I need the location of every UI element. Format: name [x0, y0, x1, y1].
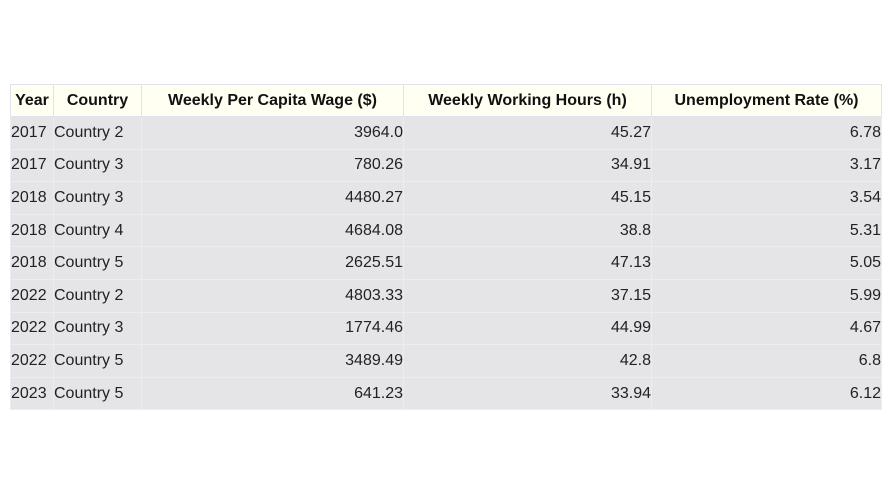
country-cell: Country 3 — [53, 148, 142, 183]
year-cell: 2022 — [10, 278, 54, 313]
hours-cell: 34.91 — [403, 148, 652, 183]
header-weekly-hours: Weekly Working Hours (h) — [403, 84, 652, 117]
unemployment-cell: 3.17 — [651, 148, 882, 183]
year-cell: 2023 — [10, 376, 54, 411]
hours-cell: 37.15 — [403, 278, 652, 313]
unemployment-cell: 3.54 — [651, 181, 882, 215]
year-cell: 2022 — [10, 344, 54, 378]
unemployment-cell: 4.67 — [651, 311, 882, 346]
hours-cell: 44.99 — [403, 311, 652, 346]
country-cell: Country 2 — [53, 278, 142, 313]
year-cell: 2018 — [10, 246, 54, 280]
hours-cell: 45.15 — [403, 181, 652, 215]
table-row: 2022 Country 2 4803.33 37.15 5.99 — [10, 278, 882, 313]
country-cell: Country 3 — [53, 311, 142, 346]
country-cell: Country 5 — [53, 344, 142, 378]
table-row: 2022 Country 5 3489.49 42.8 6.8 — [10, 344, 882, 378]
country-cell: Country 5 — [53, 376, 142, 411]
table-row: 2023 Country 5 641.23 33.94 6.12 — [10, 376, 882, 411]
country-cell: Country 4 — [53, 213, 142, 248]
year-cell: 2022 — [10, 311, 54, 346]
wage-cell: 3489.49 — [141, 344, 404, 378]
hours-cell: 33.94 — [403, 376, 652, 411]
year-cell: 2017 — [10, 148, 54, 183]
unemployment-cell: 6.8 — [651, 344, 882, 378]
table-row: 2018 Country 3 4480.27 45.15 3.54 — [10, 181, 882, 215]
hours-cell: 47.13 — [403, 246, 652, 280]
unemployment-cell: 6.78 — [651, 116, 882, 150]
header-weekly-wage: Weekly Per Capita Wage ($) — [141, 84, 404, 117]
wage-cell: 3964.0 — [141, 116, 404, 150]
wage-cell: 4684.08 — [141, 213, 404, 248]
unemployment-cell: 6.12 — [651, 376, 882, 411]
year-cell: 2017 — [10, 116, 54, 150]
wage-cell: 4480.27 — [141, 181, 404, 215]
country-cell: Country 5 — [53, 246, 142, 280]
header-year: Year — [10, 84, 54, 117]
table-row: 2018 Country 5 2625.51 47.13 5.05 — [10, 246, 882, 280]
unemployment-cell: 5.05 — [651, 246, 882, 280]
wage-cell: 641.23 — [141, 376, 404, 411]
table-row: 2022 Country 3 1774.46 44.99 4.67 — [10, 311, 882, 346]
table-body: 2017 Country 2 3964.0 45.27 6.78 2017 Country … — [10, 116, 882, 411]
unemployment-cell: 5.99 — [651, 278, 882, 313]
table-row: 2017 Country 3 780.26 34.91 3.17 — [10, 148, 882, 183]
header-country: Country — [53, 84, 142, 117]
hours-cell: 38.8 — [403, 213, 652, 248]
wage-cell: 2625.51 — [141, 246, 404, 280]
wage-cell: 780.26 — [141, 148, 404, 183]
country-cell: Country 2 — [53, 116, 142, 150]
unemployment-cell: 5.31 — [651, 213, 882, 248]
hours-cell: 45.27 — [403, 116, 652, 150]
year-cell: 2018 — [10, 213, 54, 248]
wage-cell: 1774.46 — [141, 311, 404, 346]
data-table: Year Country Weekly Per Capita Wage ($) … — [10, 84, 882, 411]
table-row: 2018 Country 4 4684.08 38.8 5.31 — [10, 213, 882, 248]
year-cell: 2018 — [10, 181, 54, 215]
country-cell: Country 3 — [53, 181, 142, 215]
table-row: 2017 Country 2 3964.0 45.27 6.78 — [10, 116, 882, 150]
header-row: Year Country Weekly Per Capita Wage ($) … — [10, 84, 882, 117]
hours-cell: 42.8 — [403, 344, 652, 378]
wage-cell: 4803.33 — [141, 278, 404, 313]
header-unemployment-rate: Unemployment Rate (%) — [651, 84, 882, 117]
